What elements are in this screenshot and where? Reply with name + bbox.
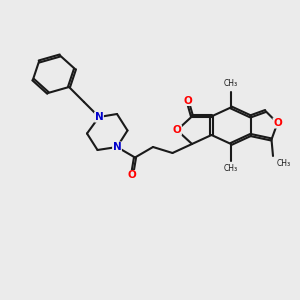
Text: O: O xyxy=(183,95,192,106)
Text: O: O xyxy=(172,125,182,135)
Text: O: O xyxy=(273,118,282,128)
Text: O: O xyxy=(128,170,136,181)
Text: N: N xyxy=(112,142,122,152)
Text: CH₃: CH₃ xyxy=(277,159,291,168)
Text: N: N xyxy=(94,112,103,122)
Text: CH₃: CH₃ xyxy=(224,79,238,88)
Text: CH₃: CH₃ xyxy=(224,164,238,173)
